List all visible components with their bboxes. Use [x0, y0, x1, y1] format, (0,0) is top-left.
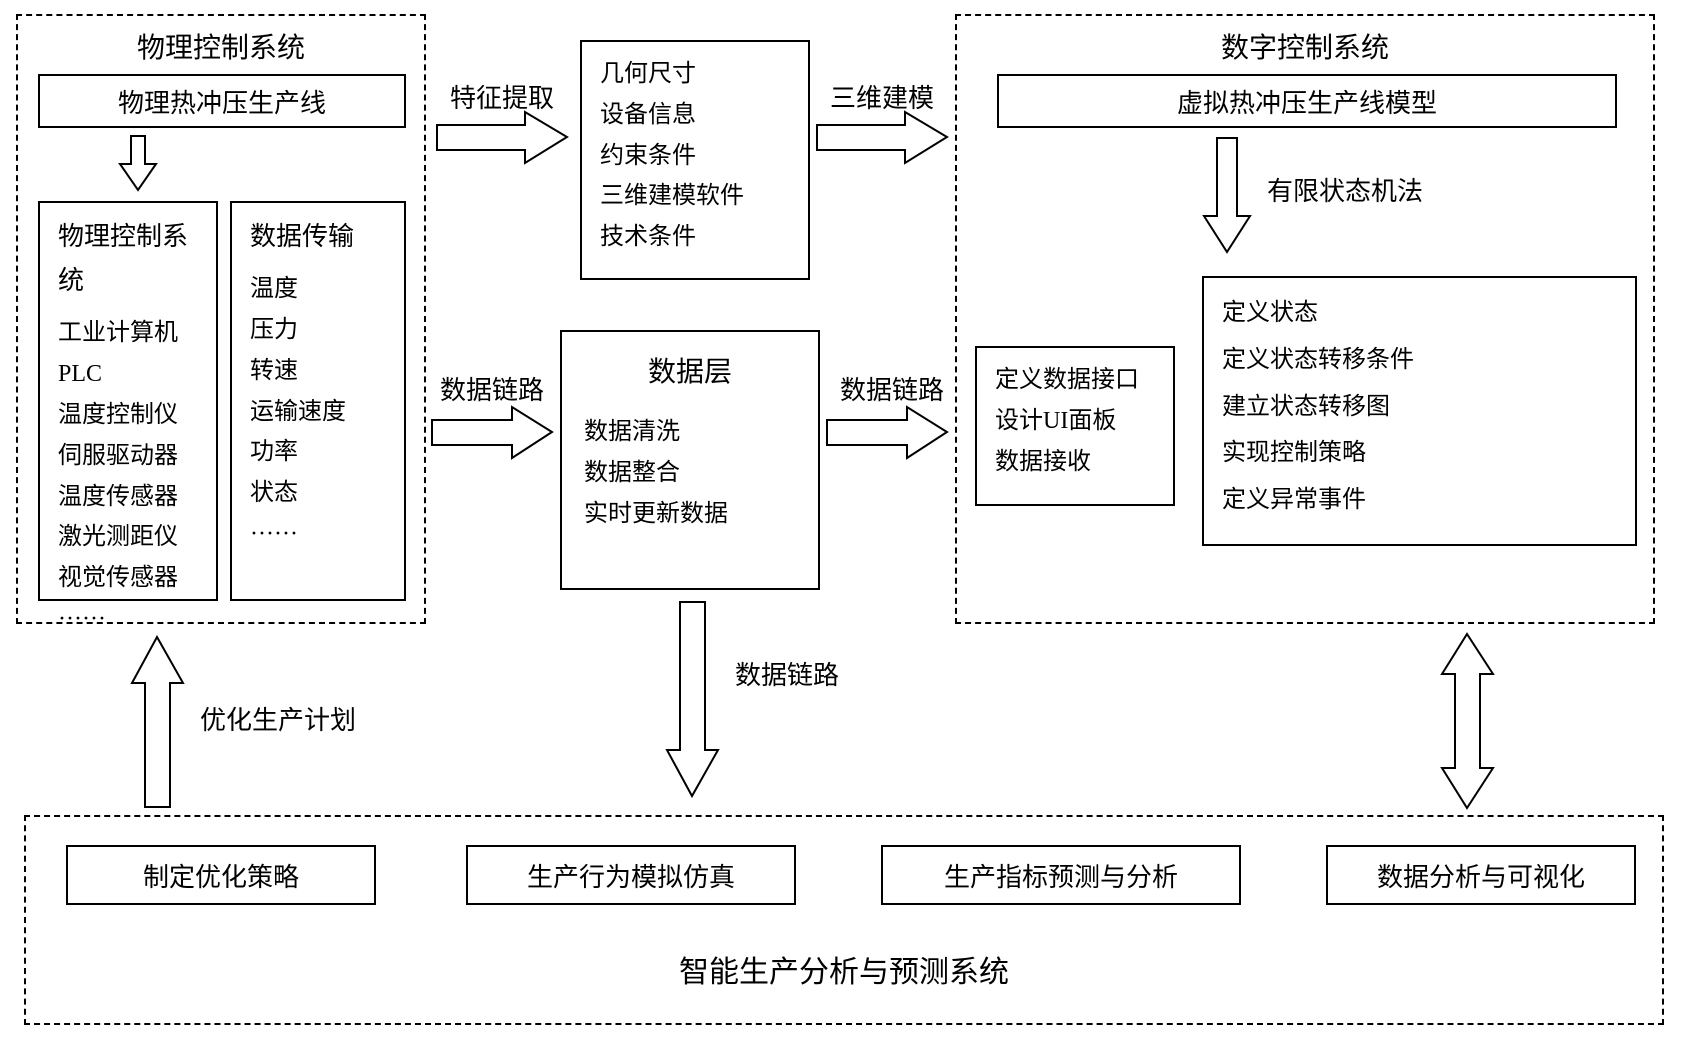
- list-item: 实时更新数据: [584, 494, 800, 535]
- data-link-2-label: 数据链路: [840, 370, 944, 407]
- list-item: 约束条件: [600, 136, 790, 177]
- bottom-box-2: 生产指标预测与分析: [881, 845, 1241, 905]
- bottom-box-1: 生产行为模拟仿真: [466, 845, 796, 905]
- state-machine-box: 定义状态 定义状态转移条件 建立状态转移图 实现控制策略 定义异常事件: [1202, 276, 1637, 546]
- list-item: 转速: [250, 351, 386, 392]
- double-arrow-icon: [1440, 632, 1495, 810]
- right-arrow-icon: [435, 110, 570, 165]
- list-item: 三维建模软件: [600, 176, 790, 217]
- bottom-box-3: 数据分析与可视化: [1326, 845, 1636, 905]
- interface-box: 定义数据接口 设计UI面板 数据接收: [975, 346, 1175, 506]
- physical-system-title: 物理控制系统: [18, 26, 424, 66]
- list-item: 工业计算机: [58, 313, 198, 354]
- analysis-system-group: 制定优化策略 生产行为模拟仿真 生产指标预测与分析 数据分析与可视化 智能生产分…: [24, 815, 1664, 1025]
- list-item: 定义状态转移条件: [1222, 337, 1617, 384]
- list-item: 运输速度: [250, 392, 386, 433]
- list-item: 实现控制策略: [1222, 430, 1617, 477]
- physical-production-line-box: 物理热冲压生产线: [38, 74, 406, 128]
- list-item: 定义数据接口: [995, 360, 1155, 401]
- list-item: 数据接收: [995, 442, 1155, 483]
- list-item: 定义异常事件: [1222, 477, 1617, 524]
- physical-production-line-label: 物理热冲压生产线: [118, 83, 326, 120]
- list-item: 温度控制仪: [58, 395, 198, 436]
- physical-system-group: 物理控制系统 物理热冲压生产线 物理控制系统 工业计算机 PLC 温度控制仪 伺…: [16, 14, 426, 624]
- optimize-plan-label: 优化生产计划: [200, 700, 356, 737]
- down-arrow-icon: [1202, 136, 1252, 256]
- virtual-model-label: 虚拟热冲压生产线模型: [1177, 83, 1437, 120]
- bottom-box-2-label: 生产指标预测与分析: [944, 857, 1178, 894]
- physical-sub-control-box: 物理控制系统 工业计算机 PLC 温度控制仪 伺服驱动器 温度传感器 激光测距仪…: [38, 201, 218, 601]
- right-arrow-icon: [815, 110, 950, 165]
- list-item: PLC: [58, 354, 198, 395]
- list-item: ······: [58, 599, 198, 640]
- list-item: 几何尺寸: [600, 54, 790, 95]
- analysis-system-title: 智能生产分析与预测系统: [26, 947, 1662, 991]
- down-arrow-icon: [665, 600, 720, 800]
- down-arrow-icon: [118, 134, 158, 194]
- list-item: 温度: [250, 269, 386, 310]
- list-item: 设备信息: [600, 95, 790, 136]
- list-item: 激光测距仪: [58, 517, 198, 558]
- list-item: 压力: [250, 310, 386, 351]
- data-layer-box: 数据层 数据清洗 数据整合 实时更新数据: [560, 330, 820, 590]
- fsm-label: 有限状态机法: [1267, 171, 1423, 208]
- physical-sub-data-box: 数据传输 温度 压力 转速 运输速度 功率 状态 ······: [230, 201, 406, 601]
- list-item: 技术条件: [600, 217, 790, 258]
- list-item: 建立状态转移图: [1222, 384, 1617, 431]
- data-layer-title: 数据层: [580, 350, 800, 390]
- list-item: 定义状态: [1222, 290, 1617, 337]
- feature-list-box: 几何尺寸 设备信息 约束条件 三维建模软件 技术条件: [580, 40, 810, 280]
- virtual-model-box: 虚拟热冲压生产线模型: [997, 74, 1617, 128]
- list-item: 伺服驱动器: [58, 436, 198, 477]
- list-item: 数据清洗: [584, 412, 800, 453]
- physical-sub-header: 物理控制系统: [58, 215, 198, 303]
- up-arrow-icon: [130, 635, 185, 810]
- list-item: 数据整合: [584, 453, 800, 494]
- right-arrow-icon: [430, 405, 555, 460]
- right-arrow-icon: [825, 405, 950, 460]
- data-link-3-label: 数据链路: [735, 655, 839, 692]
- list-item: 设计UI面板: [995, 401, 1155, 442]
- list-item: 温度传感器: [58, 477, 198, 518]
- list-item: 视觉传感器: [58, 558, 198, 599]
- digital-system-title: 数字控制系统: [957, 26, 1653, 66]
- bottom-box-1-label: 生产行为模拟仿真: [527, 857, 735, 894]
- data-transfer-header: 数据传输: [250, 215, 386, 259]
- list-item: 状态: [250, 473, 386, 514]
- data-link-1-label: 数据链路: [440, 370, 544, 407]
- bottom-box-0-label: 制定优化策略: [143, 857, 299, 894]
- bottom-box-0: 制定优化策略: [66, 845, 376, 905]
- list-item: 功率: [250, 432, 386, 473]
- digital-system-group: 数字控制系统 虚拟热冲压生产线模型 有限状态机法 定义数据接口 设计UI面板 数…: [955, 14, 1655, 624]
- list-item: ······: [250, 514, 386, 555]
- bottom-box-3-label: 数据分析与可视化: [1377, 857, 1585, 894]
